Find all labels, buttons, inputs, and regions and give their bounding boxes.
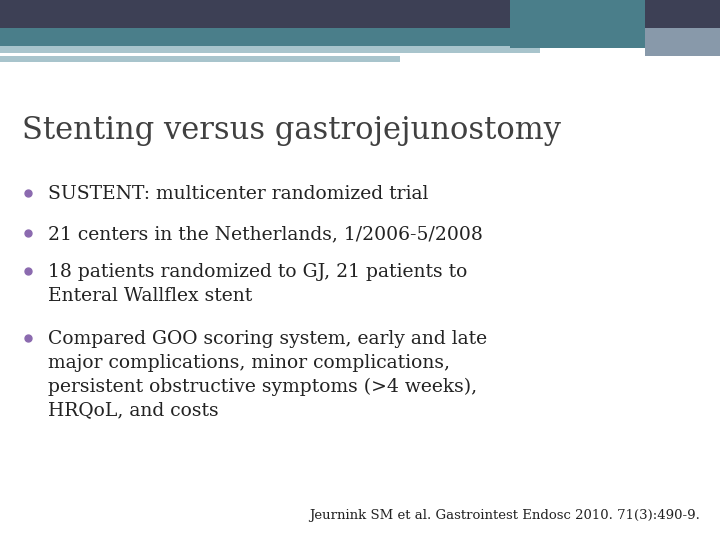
Bar — [645, 28, 720, 56]
Bar — [0, 46, 540, 54]
Bar — [0, 0, 720, 28]
Text: Stenting versus gastrojejunostomy: Stenting versus gastrojejunostomy — [22, 115, 561, 146]
Bar — [0, 53, 540, 56]
Text: Jeurnink SM et al. Gastrointest Endosc 2010. 71(3):490-9.: Jeurnink SM et al. Gastrointest Endosc 2… — [309, 509, 700, 522]
Bar — [0, 28, 720, 46]
Text: 21 centers in the Netherlands, 1/2006-5/2008: 21 centers in the Netherlands, 1/2006-5/… — [48, 225, 483, 243]
Bar — [0, 56, 400, 62]
Text: Compared GOO scoring system, early and late
major complications, minor complicat: Compared GOO scoring system, early and l… — [48, 330, 487, 419]
Text: SUSTENT: multicenter randomized trial: SUSTENT: multicenter randomized trial — [48, 185, 428, 203]
Bar — [510, 0, 645, 48]
Text: 18 patients randomized to GJ, 21 patients to
Enteral Wallflex stent: 18 patients randomized to GJ, 21 patient… — [48, 263, 467, 305]
